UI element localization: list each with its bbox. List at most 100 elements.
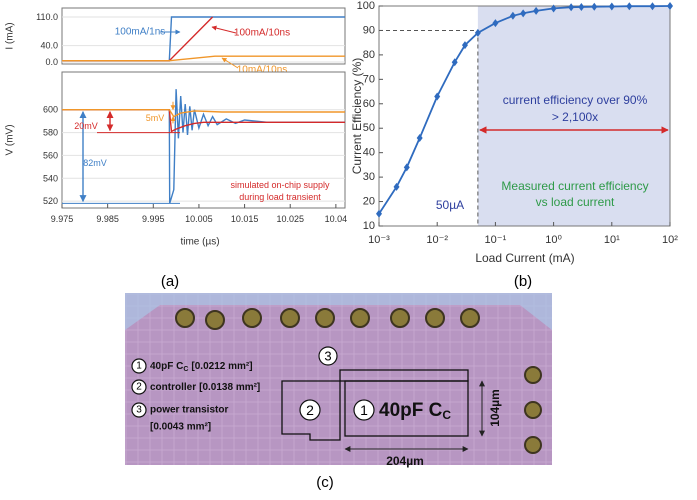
annotation: simulated on-chip supply (230, 180, 330, 190)
legend-number: 3 (136, 405, 142, 416)
marker (403, 163, 410, 172)
marker (509, 11, 516, 20)
x-tick-label: 10⁻³ (368, 234, 390, 246)
marker (376, 209, 382, 218)
y-tick-label: 580 (43, 128, 58, 138)
die-edge (125, 293, 552, 330)
marker (474, 28, 481, 37)
annotation: 82mV (83, 158, 107, 168)
annotation: 20mV (74, 121, 98, 131)
x-axis-label: time (µs) (180, 237, 219, 248)
y-tick-label: 600 (43, 105, 58, 115)
plot-frame (61, 7, 346, 65)
annotation: vs load current (536, 195, 615, 209)
series-line (62, 89, 345, 204)
label-arrow (211, 25, 237, 34)
marker (461, 41, 468, 50)
series-label: 100mA/10ns (234, 28, 290, 39)
marker (591, 2, 598, 11)
block-2 (281, 380, 341, 441)
marker (608, 2, 615, 11)
x-tick-label: 10.025 (276, 214, 304, 224)
y-tick-label: 70 (363, 73, 375, 85)
legend-sub: C (183, 366, 188, 373)
y-tick-label: 40.0 (40, 41, 58, 51)
y-axis-label: I (mA) (5, 22, 16, 49)
bond-pads (175, 308, 542, 454)
legend-number: 2 (136, 382, 142, 393)
y-tick-label: 90 (363, 24, 375, 36)
annotation: 50µA (436, 198, 464, 212)
plot-frame (378, 5, 671, 227)
y-tick-label: 80 (363, 49, 375, 61)
charts: 0.0 40.0 110.0 I (mA) 100mA/1ns 100mA/10ns 10m… (5, 0, 679, 265)
x-tick-label: 10.04 (325, 214, 348, 224)
marker (649, 2, 656, 11)
legend-area: [0.0043 mm²] (150, 422, 211, 433)
y-tick-label: 60 (363, 98, 375, 110)
x-tick-label: 10¹ (604, 234, 620, 246)
series-line (62, 16, 345, 62)
block-number: 2 (306, 402, 314, 418)
annotation: > 2,100x (552, 110, 598, 124)
block-text: 40pF C (379, 400, 443, 421)
marker (667, 2, 673, 10)
legend-label: power transistor (150, 405, 228, 416)
block-number: 1 (360, 402, 368, 418)
legend-text: controller [0.0138 mm²] (150, 382, 260, 393)
block-1 (344, 380, 469, 437)
marker (626, 2, 633, 11)
series-line (62, 55, 345, 62)
x-tick-label: 10² (662, 234, 678, 246)
marker (533, 6, 540, 15)
legend-text: 40pF CC [0.0212 mm²] (150, 361, 253, 373)
legend-number: 1 (136, 361, 142, 372)
marker (393, 182, 400, 191)
y-tick-label: 100 (357, 0, 375, 12)
x-tick-label: 9.995 (142, 214, 165, 224)
y-tick-label: 110.0 (36, 12, 58, 22)
x-tick-label: 10⁻¹ (485, 234, 507, 246)
y-tick-label: 520 (43, 196, 58, 206)
annotation: during load transient (239, 192, 321, 202)
marker (568, 3, 575, 12)
chip-photo: 1 2 3 3 2 1 40pF CC [0.0212 mm²] controll… (125, 293, 552, 468)
plot-frame (61, 71, 346, 209)
label-arrow (221, 57, 239, 69)
marker (520, 9, 527, 18)
legend-label: 40pF C (150, 361, 183, 372)
block-sub: C (442, 408, 451, 422)
y-tick-label: 40 (363, 147, 375, 159)
y-tick-label: 50 (363, 122, 375, 134)
caption: (a) (161, 273, 179, 290)
legend-area: [0.0138 mm²] (199, 382, 260, 393)
x-tick-label: 10⁻² (426, 234, 448, 246)
marker (416, 134, 423, 142)
legend-label: controller (150, 382, 196, 393)
x-tick-label: 10⁰ (545, 234, 562, 246)
marker (451, 58, 458, 67)
y-tick-label: 30 (363, 171, 375, 183)
y-tick-label: 10 (363, 220, 375, 232)
legend-area: [0.0212 mm²] (191, 361, 252, 372)
series-label: 10mA/10ns (237, 65, 288, 76)
annotation: 5mV (146, 113, 165, 123)
y-tick-label: 0.0 (45, 57, 58, 67)
y-axis-label: Current Efficiency (%) (350, 58, 364, 174)
y-axis-label: V (mV) (5, 124, 16, 155)
y-tick-label: 540 (43, 173, 58, 183)
annotation: current efficiency over 90% (503, 93, 648, 107)
block-number: 3 (324, 349, 331, 364)
shaded-region (477, 6, 670, 226)
series-label: 100mA/1ns (115, 27, 166, 38)
annotation: Measured current efficiency (501, 179, 648, 193)
height-label: 104µm (488, 389, 502, 427)
width-label: 204µm (386, 454, 424, 468)
series-line (62, 109, 345, 118)
caption: (c) (316, 474, 334, 491)
caption: (b) (514, 273, 532, 290)
marker (434, 92, 441, 101)
